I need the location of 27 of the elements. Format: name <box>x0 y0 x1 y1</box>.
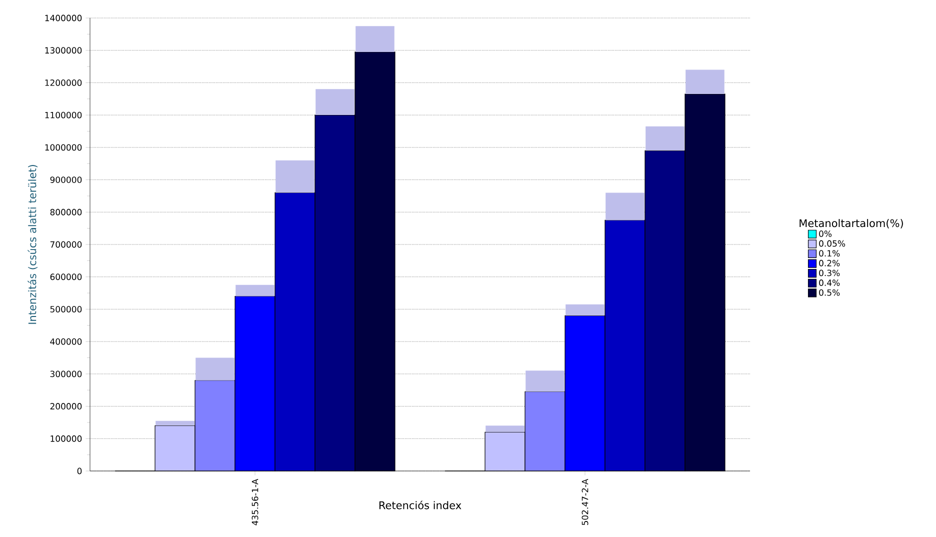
y-tick-label: 1100000 <box>45 112 82 118</box>
legend-label: 0.1% <box>819 250 840 257</box>
y-tick-label: 500000 <box>50 306 82 312</box>
y-tick-label: 600000 <box>50 274 82 280</box>
legend-title: Metanoltartalom(%) <box>800 219 903 228</box>
legend-label: 0% <box>819 230 832 237</box>
legend-label: 0.05% <box>819 240 846 247</box>
y-tick-label: 300000 <box>50 370 82 378</box>
y-tick-label: 400000 <box>50 338 82 345</box>
y-tick-label: 900000 <box>50 176 82 183</box>
y-tick-label: 1200000 <box>45 79 82 86</box>
y-tick-label: 700000 <box>50 241 82 248</box>
y-tick-label: 1000000 <box>45 144 82 151</box>
legend-label: 0.3% <box>819 270 840 276</box>
y-tick-label: 1400000 <box>45 14 82 22</box>
y-tick-label: 1300000 <box>45 47 82 54</box>
y-tick-label: 100000 <box>50 435 82 442</box>
x-tick-label: 502.47-2-A <box>582 478 588 526</box>
x-tick-label: 435.56-1-A <box>252 478 258 526</box>
legend-label: 0.2% <box>819 260 840 266</box>
legend-label: 0.5% <box>819 289 840 296</box>
y-tick-label: 200000 <box>50 403 82 410</box>
y-tick-label: 800000 <box>50 208 82 216</box>
y-axis-title: Intenzitás (csúcs alatti terület) <box>28 165 38 324</box>
y-tick-label: 0 <box>77 468 82 474</box>
x-axis-title: Retenciós index <box>379 500 462 510</box>
legend-label: 0.4% <box>819 280 840 286</box>
